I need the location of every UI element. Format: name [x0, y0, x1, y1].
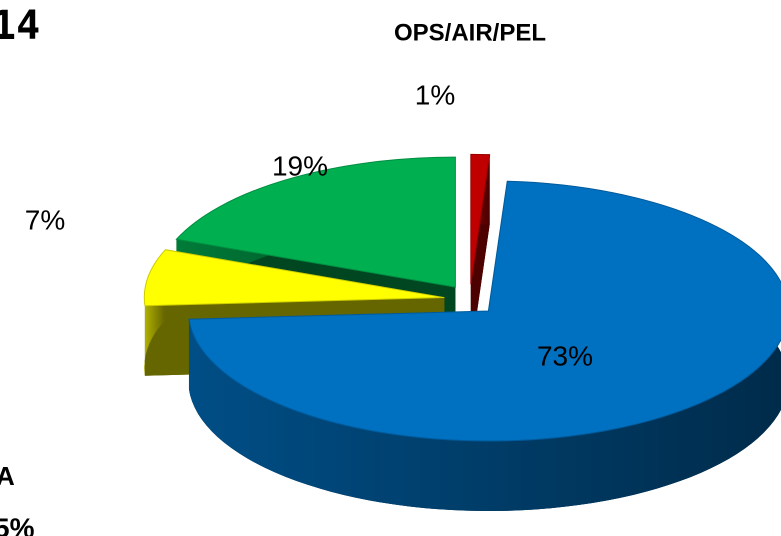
- annotation: A: [0, 461, 15, 491]
- annotation: 5%: [0, 512, 35, 536]
- data-label: 73%: [537, 340, 593, 371]
- slice: [188, 180, 781, 442]
- slice: [175, 156, 456, 288]
- pie: [143, 153, 781, 512]
- data-label: 19%: [272, 150, 328, 181]
- chart-title: OPS/AIR/PEL: [394, 19, 546, 46]
- annotation: 14: [0, 3, 40, 49]
- slice: [143, 249, 445, 307]
- data-label: 1%: [415, 79, 455, 110]
- slice: [470, 153, 491, 285]
- data-label: 7%: [25, 204, 65, 235]
